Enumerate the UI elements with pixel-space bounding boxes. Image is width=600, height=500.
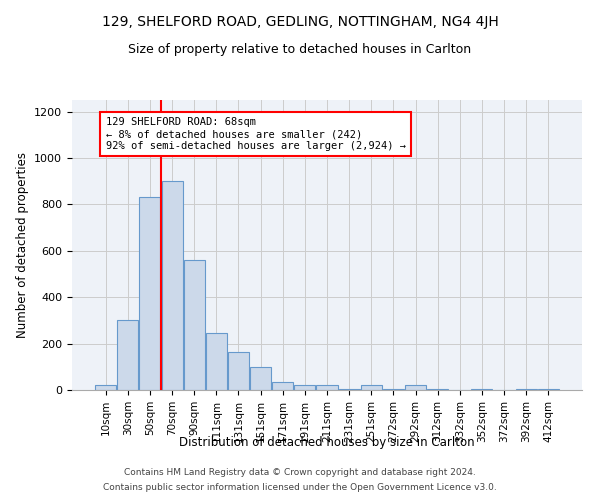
Text: 129 SHELFORD ROAD: 68sqm
← 8% of detached houses are smaller (242)
92% of semi-d: 129 SHELFORD ROAD: 68sqm ← 8% of detache…: [106, 118, 406, 150]
Bar: [139, 198, 160, 390]
Text: Size of property relative to detached houses in Carlton: Size of property relative to detached ho…: [128, 42, 472, 56]
Bar: [184, 260, 205, 390]
Bar: [383, 389, 404, 390]
Bar: [95, 386, 116, 390]
Bar: [228, 352, 249, 390]
Bar: [361, 386, 382, 390]
Bar: [250, 367, 271, 390]
Text: Distribution of detached houses by size in Carlton: Distribution of detached houses by size …: [179, 436, 475, 449]
Text: Contains HM Land Registry data © Crown copyright and database right 2024.: Contains HM Land Registry data © Crown c…: [124, 468, 476, 477]
Bar: [161, 181, 182, 390]
Bar: [118, 320, 139, 390]
Bar: [295, 386, 316, 390]
Bar: [206, 333, 227, 390]
Y-axis label: Number of detached properties: Number of detached properties: [16, 152, 29, 338]
Bar: [316, 386, 338, 390]
Bar: [427, 389, 448, 390]
Bar: [338, 389, 359, 390]
Bar: [472, 389, 493, 390]
Bar: [272, 382, 293, 390]
Text: 129, SHELFORD ROAD, GEDLING, NOTTINGHAM, NG4 4JH: 129, SHELFORD ROAD, GEDLING, NOTTINGHAM,…: [101, 15, 499, 29]
Text: Contains public sector information licensed under the Open Government Licence v3: Contains public sector information licen…: [103, 483, 497, 492]
Bar: [405, 386, 426, 390]
